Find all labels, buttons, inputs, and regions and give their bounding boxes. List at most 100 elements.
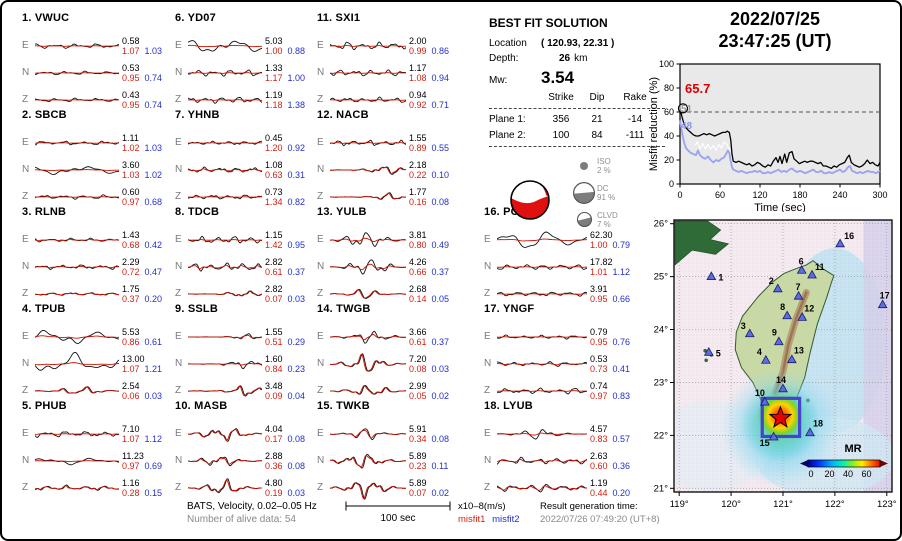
waveform-trace	[35, 87, 119, 113]
y-tick-label: 20	[664, 155, 674, 165]
waveform-values: 4.04 0.17 0.08	[262, 424, 315, 444]
channel-label: N	[175, 261, 183, 272]
amplitude-value: 0.94	[409, 89, 427, 100]
misfit1-value: 0.72	[122, 266, 140, 277]
waveform-values: 2.54 0.06 0.03	[119, 381, 172, 401]
channel-row: E 1.11 1.02 1.03	[22, 129, 172, 156]
channel-row: E 7.10 1.07 1.12	[22, 420, 172, 447]
x-tick-label: 60	[715, 190, 725, 200]
depth-unit: km	[574, 53, 588, 64]
map-station-number: 9	[772, 328, 777, 338]
rake-header: Rake	[623, 92, 647, 103]
colorbar-tick: 60	[861, 469, 871, 479]
amplitude-value: 5.89	[409, 450, 427, 461]
channel-row: N 11.23 0.97 0.69	[22, 447, 172, 474]
amplitude-value: 4.80	[265, 477, 283, 488]
station-block: 9. SSLB E 1.55 0.51 0.29 N 1.60 0.84 0.23 …	[175, 303, 315, 404]
units-label: x10–8(m/s)	[458, 501, 506, 512]
synthetic-trace	[35, 239, 119, 240]
map-station-number: 11	[815, 262, 825, 272]
waveform-trace	[188, 378, 262, 404]
clvd-pct: 7 %	[597, 219, 611, 229]
annotation-51: 51	[681, 104, 693, 115]
channel-row: N 17.82 1.01 1.12	[484, 253, 640, 280]
nodal-plane-table: Strike Dip Rake	[489, 92, 665, 103]
observed-trace	[497, 232, 587, 247]
misfit2-value: 0.23	[287, 363, 306, 374]
waveform-trace	[188, 448, 262, 474]
amplitude-value: 3.48	[265, 380, 283, 391]
misfit2-value: 0.83	[612, 390, 631, 401]
station-block: 10. MASB E 4.04 0.17 0.08 N 2.88 0.36 0.08…	[175, 400, 315, 501]
misfit1-value: 0.19	[265, 487, 283, 498]
y-axis-title: Misfit reduction (%)	[648, 77, 660, 171]
station-title: 14. TWGB	[317, 303, 371, 315]
misfit1-value: 0.99	[409, 45, 427, 56]
synthetic-trace	[330, 289, 406, 297]
grid-search-box	[760, 396, 802, 439]
waveform-trace	[330, 60, 406, 86]
channel-label: N	[317, 358, 325, 369]
waveform-trace	[188, 227, 262, 253]
channel-label: N	[484, 455, 492, 466]
misfit1-value: 1.00	[590, 239, 608, 250]
channel-row: Z 1.19 1.18 1.38	[175, 86, 315, 113]
channel-row: N 1.08 0.63 0.31	[175, 156, 315, 183]
misfit1-value: 0.07	[265, 293, 283, 304]
channel-label: E	[317, 428, 324, 439]
channel-row: N 2.88 0.36 0.08	[175, 447, 315, 474]
map-station-number: 18	[813, 419, 823, 429]
amplitude-value: 3.60	[122, 159, 140, 170]
misfit1-value: 0.36	[265, 460, 283, 471]
channel-row: Z 1.19 0.44 0.20	[484, 474, 640, 501]
channel-row: E 1.55 0.89 0.55	[317, 129, 459, 156]
synthetic-trace	[188, 291, 262, 296]
waveform-values: 3.91 0.95 0.66	[587, 284, 640, 304]
waveform-trace	[188, 324, 262, 350]
channel-row: Z 0.74 0.97 0.83	[484, 377, 640, 404]
waveform-values: 1.19 0.44 0.20	[587, 478, 640, 498]
waveform-values: 2.18 0.22 0.10	[406, 160, 459, 180]
misfit1-value: 1.07	[122, 45, 140, 56]
map-station-number: 6	[799, 256, 804, 266]
synthetic-trace	[35, 386, 119, 392]
channel-row: Z 1.75 0.37 0.20	[22, 280, 172, 307]
lon-tick-label: 119°	[670, 499, 689, 510]
misfit2-value: 0.31	[287, 169, 306, 180]
waveform-values: 62.30 1.00 0.79	[587, 230, 640, 250]
station-block: 14. TWGB E 3.66 0.61 0.37 N 7.20 0.08 0.03…	[317, 303, 459, 404]
synthetic-trace	[188, 429, 262, 440]
channel-label: E	[175, 137, 182, 148]
channel-row: Z 2.82 0.07 0.03	[175, 280, 315, 307]
channel-label: E	[22, 40, 29, 51]
waveform-trace	[497, 351, 587, 377]
channel-label: Z	[317, 385, 324, 396]
station-title: 13. YULB	[317, 206, 367, 218]
channel-row: E 1.15 1.42 0.95	[175, 226, 315, 253]
series-aux-white	[694, 141, 732, 152]
misfit1-value: 0.60	[590, 460, 608, 471]
map-station-number: 4	[757, 347, 762, 357]
waveform-trace	[330, 351, 406, 377]
channel-label: E	[317, 234, 324, 245]
channel-label: N	[484, 261, 492, 272]
epicenter-star	[768, 405, 793, 428]
plane2-label: Plane 2:	[489, 130, 526, 141]
x-tick-label: 180	[792, 190, 807, 200]
clvd-label: CLVD	[597, 210, 618, 220]
channel-label: Z	[317, 94, 324, 105]
waveform-values: 1.08 0.63 0.31	[262, 160, 315, 180]
x-tick-label: 0	[677, 190, 682, 200]
channel-row: E 1.55 0.51 0.29	[175, 323, 315, 350]
channel-label: Z	[175, 385, 182, 396]
amplitude-value: 2.63	[590, 450, 608, 461]
misfit2-value: 1.21	[144, 363, 163, 374]
map-station-triangle	[807, 269, 817, 279]
map-station-triangle	[759, 396, 770, 406]
synthetic-trace	[497, 433, 587, 435]
channel-row: E 3.81 0.80 0.49	[317, 226, 459, 253]
misfit2-value: 0.86	[431, 45, 450, 56]
amplitude-value: 1.43	[122, 229, 140, 240]
waveform-trace	[188, 254, 262, 280]
plane2-rake: -111	[625, 130, 645, 141]
